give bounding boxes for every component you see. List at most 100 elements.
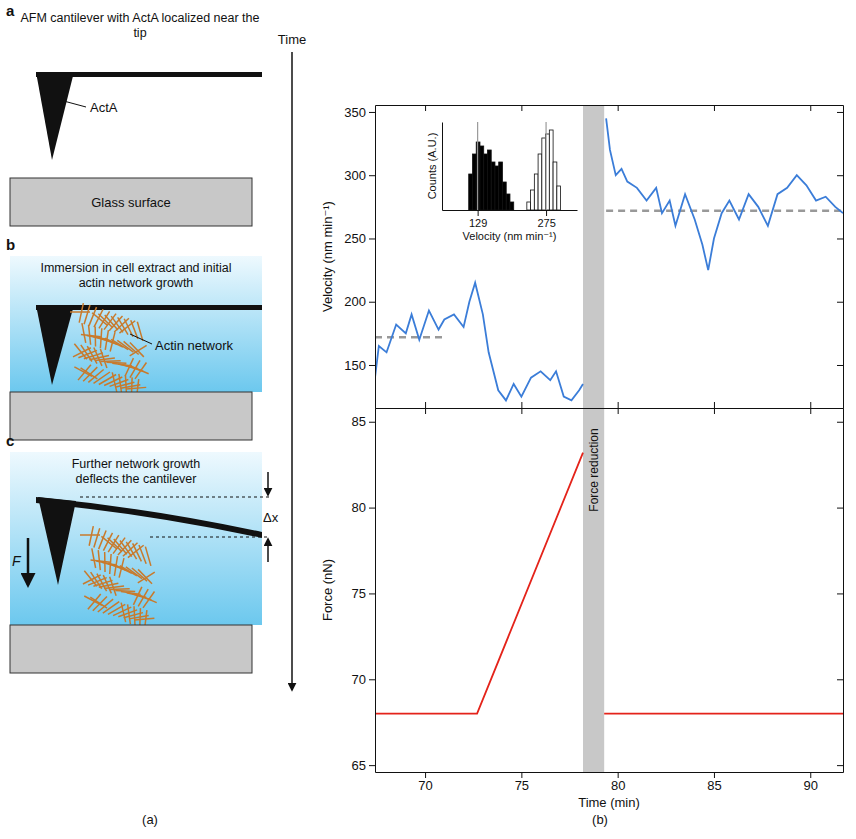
tick-mark <box>369 302 375 303</box>
tick: 75 <box>352 586 375 601</box>
axis-line <box>375 106 376 409</box>
actin-filament <box>98 314 112 328</box>
force-reduction-band <box>583 408 604 772</box>
tick-mark <box>810 408 811 414</box>
tick <box>837 422 843 423</box>
tick-label: 70 <box>352 672 366 687</box>
tick-mark <box>810 402 811 408</box>
actin-filament <box>115 591 135 592</box>
cell-extract <box>10 256 262 392</box>
tick-mark <box>714 408 715 414</box>
tick-label: 350 <box>344 105 366 120</box>
actin-filament <box>101 360 121 362</box>
x-axis-top <box>376 105 844 111</box>
histogram-bar <box>553 162 557 210</box>
actin-filament <box>125 358 133 376</box>
y-axis-right <box>837 106 844 409</box>
inset-histogram: 129275Counts (A.U.)Velocity (nm min⁻¹) <box>426 122 578 242</box>
axis-line <box>375 409 376 773</box>
tick: 70 <box>352 672 375 687</box>
step-letter: c <box>6 432 14 449</box>
line-chart: 150200250300350Velocity (nm min⁻¹) <box>320 105 844 409</box>
tick-label: 80 <box>611 778 625 793</box>
glass-surface <box>10 392 252 440</box>
data-line <box>375 118 843 400</box>
histogram-bar <box>491 162 495 210</box>
network-label: Actin network <box>155 338 234 353</box>
actin-filament <box>130 345 147 356</box>
tick: 300 <box>344 168 375 183</box>
actin-filament <box>128 604 131 624</box>
caption: AFM cantilever with ActA localized near … <box>20 11 259 40</box>
cantilever-tip <box>36 72 74 160</box>
actin-filament <box>79 303 83 323</box>
figure: aAFM cantilever with ActA localized near… <box>0 0 856 839</box>
tick-mark <box>521 772 522 778</box>
caption-line: actin network growth <box>79 276 194 290</box>
tick-label: 65 <box>352 758 366 773</box>
tick <box>837 238 843 239</box>
tick-mark <box>369 238 375 239</box>
tick-mark <box>369 765 375 766</box>
tick: 250 <box>344 231 375 246</box>
actin-filament <box>88 594 101 609</box>
tick <box>810 402 811 408</box>
x-axis: 129 275 <box>443 210 578 229</box>
glass-surface <box>10 178 252 226</box>
tick-label: 250 <box>344 231 366 246</box>
axis-line <box>376 408 844 409</box>
actin-filament <box>78 365 91 380</box>
axis-line <box>843 409 844 773</box>
tick-mark <box>369 365 375 366</box>
tick-mark <box>714 402 715 408</box>
tick-mark <box>618 772 619 778</box>
tick-mark <box>521 408 522 414</box>
axis-line <box>376 408 844 409</box>
caption-line: Further network growth <box>72 457 201 471</box>
grid-line <box>545 122 546 210</box>
tick-mark <box>714 772 715 778</box>
actin-filament <box>119 374 122 394</box>
grid-line <box>477 122 478 210</box>
actin-filament <box>124 319 133 337</box>
tick-mark <box>837 302 843 303</box>
axis-title: Velocity (nm min⁻¹) <box>320 201 335 312</box>
actin-filament <box>98 599 113 612</box>
tick-mark <box>837 365 843 366</box>
x-axis: 7075808590 <box>376 772 844 793</box>
tick <box>837 765 843 766</box>
axis-line <box>443 210 578 211</box>
tick <box>837 679 843 680</box>
cell-extract <box>10 452 262 625</box>
tick-label: 129 <box>469 217 487 229</box>
tick: 75 <box>515 772 529 793</box>
tick-mark <box>425 105 426 111</box>
histogram-bar <box>502 182 506 210</box>
caption: Immersion in cell extract and initialact… <box>40 261 231 290</box>
tick-mark <box>837 112 843 113</box>
leader-line <box>60 100 86 107</box>
x-axis-top <box>376 408 844 414</box>
axis-line <box>376 105 844 106</box>
time-arrow <box>291 52 293 690</box>
y-axis-right <box>837 409 844 773</box>
tick-mark <box>521 402 522 408</box>
deflection-label: Δx <box>263 510 279 525</box>
actin-filament <box>94 372 110 383</box>
tick-label: 200 <box>344 294 366 309</box>
tick-label: 275 <box>537 217 555 229</box>
axis-title: Time (min) <box>578 795 640 810</box>
plot-area <box>469 122 561 210</box>
histogram-bar <box>534 174 538 210</box>
tick-label: 300 <box>344 168 366 183</box>
reference-line <box>150 537 270 538</box>
tick <box>521 105 522 111</box>
actin-filament <box>78 350 97 357</box>
caption-line: Immersion in cell extract and initial <box>40 261 231 275</box>
tick-label: 70 <box>418 778 432 793</box>
tick-label: 90 <box>804 778 818 793</box>
tick-mark <box>478 210 479 216</box>
data-line <box>375 336 444 339</box>
tick <box>837 175 843 176</box>
tick <box>521 408 522 414</box>
